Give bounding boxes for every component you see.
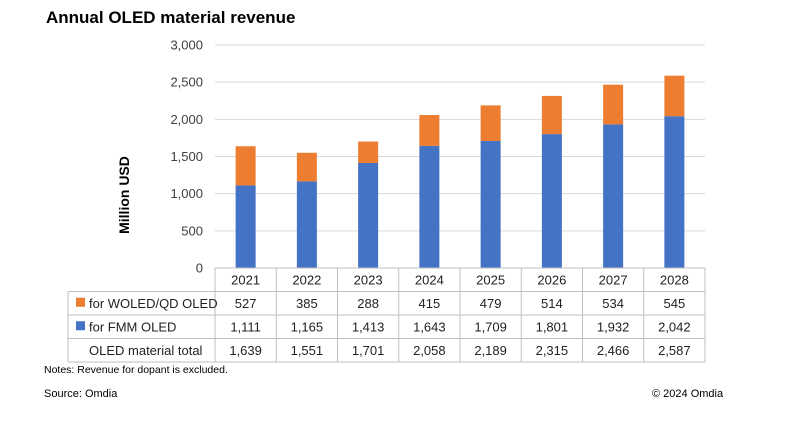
bar-for-fmm-oled (480, 140, 501, 268)
x-tick-label: 2024 (415, 272, 444, 287)
y-tick-labels: 0 500 1,000 1,500 2,000 2,500 3,000 (170, 38, 203, 276)
x-tick-label: 2026 (537, 272, 566, 287)
data-label-for-woled-qd-oled: 385 (296, 296, 318, 311)
source-text: Source: Omdia (44, 388, 118, 400)
x-tick-label: 2023 (354, 272, 383, 287)
x-tick-label: 2028 (660, 272, 689, 287)
bar-for-woled-qd-oled (235, 146, 256, 186)
y-tick-label: 500 (181, 223, 203, 238)
bar-for-fmm-oled (603, 124, 624, 268)
data-label-for-woled-qd-oled: 545 (664, 296, 686, 311)
data-label-for-woled-qd-oled: 514 (541, 296, 563, 311)
bar-for-woled-qd-oled (296, 152, 317, 182)
bar-for-fmm-oled (419, 145, 440, 268)
total-row-label: OLED material total (89, 343, 203, 358)
bar-for-woled-qd-oled (480, 105, 501, 141)
data-label-total: 1,701 (352, 343, 385, 358)
data-label-for-fmm-oled: 1,413 (352, 319, 385, 334)
data-label-for-fmm-oled: 1,111 (230, 319, 261, 334)
y-tick-label: 1,500 (170, 149, 203, 164)
notes-text: Notes: Revenue for dopant is excluded. (44, 364, 228, 376)
legend-label-for-fmm-oled: for FMM OLED (89, 319, 176, 334)
bar-for-woled-qd-oled (419, 115, 440, 146)
bar-for-fmm-oled (235, 185, 256, 268)
bar-for-woled-qd-oled (541, 95, 562, 135)
x-tick-label: 2027 (599, 272, 628, 287)
data-label-for-fmm-oled: 1,932 (597, 319, 630, 334)
copyright-text: © 2024 Omdia (652, 388, 724, 400)
gridlines (215, 44, 705, 269)
x-tick-label: 2025 (476, 272, 505, 287)
x-tick-label: 2022 (292, 272, 321, 287)
data-label-for-fmm-oled: 1,709 (474, 319, 507, 334)
bar-for-woled-qd-oled (358, 141, 379, 163)
data-label-for-woled-qd-oled: 479 (480, 296, 502, 311)
bar-for-fmm-oled (541, 134, 562, 268)
bar-for-woled-qd-oled (664, 75, 685, 117)
chart-title: Annual OLED material revenue (46, 8, 296, 27)
y-tick-label: 2,500 (170, 75, 203, 90)
y-tick-label: 3,000 (170, 38, 203, 53)
data-label-for-fmm-oled: 2,042 (658, 319, 691, 334)
data-label-for-fmm-oled: 1,643 (413, 319, 446, 334)
data-table: 2021 2022 2023 2024 2025 2026 2027 2028 for WOLE… (67, 267, 706, 363)
data-label-total: 2,058 (413, 343, 446, 358)
legend-swatch-for-woled-qd-oled (76, 297, 85, 307)
data-label-total: 2,587 (658, 343, 691, 358)
data-label-total: 2,315 (536, 343, 569, 358)
data-label-total: 2,466 (597, 343, 630, 358)
data-label-for-fmm-oled: 1,801 (536, 319, 569, 334)
data-label-total: 1,551 (291, 343, 324, 358)
data-label-total: 2,189 (474, 343, 507, 358)
x-tick-label: 2021 (231, 272, 260, 287)
data-label-for-fmm-oled: 1,165 (291, 319, 324, 334)
data-label-for-woled-qd-oled: 534 (602, 296, 624, 311)
data-label-total: 1,639 (229, 343, 262, 358)
data-label-for-woled-qd-oled: 527 (235, 296, 257, 311)
y-tick-label: 2,000 (170, 112, 203, 127)
bar-for-fmm-oled (296, 181, 317, 268)
legend-swatch-for-fmm-oled (76, 321, 85, 331)
bar-for-fmm-oled (664, 116, 685, 268)
bar-for-woled-qd-oled (603, 84, 624, 125)
bars (235, 75, 685, 268)
bar-for-fmm-oled (358, 162, 379, 268)
data-label-for-woled-qd-oled: 415 (419, 296, 441, 311)
y-tick-label: 1,000 (170, 186, 203, 201)
legend-label-for-woled-qd-oled: for WOLED/QD OLED (89, 296, 218, 311)
y-tick-label: 0 (196, 261, 203, 276)
data-label-for-woled-qd-oled: 288 (357, 296, 379, 311)
